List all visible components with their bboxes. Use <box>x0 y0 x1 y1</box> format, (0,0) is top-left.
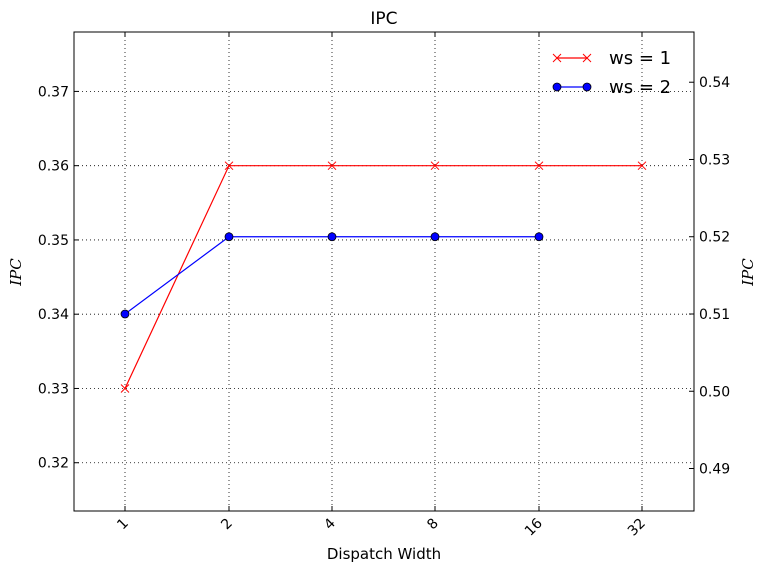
x-tick-label: 8 <box>424 516 442 534</box>
legend-marker-ws1 <box>582 53 592 63</box>
legend-marker-ws2 <box>582 82 592 92</box>
legend-marker-ws2 <box>552 82 562 92</box>
x-tick-label: 4 <box>321 515 339 533</box>
data-point-ws1-stroke <box>637 161 647 171</box>
x-tick-label: 2 <box>218 516 236 534</box>
data-point-ws1 <box>224 161 234 171</box>
x-axis-label: Dispatch Width <box>327 545 441 563</box>
data-point-ws1 <box>120 384 130 393</box>
data-point-ws1 <box>534 161 544 171</box>
y-tick-label-left: 0.37 <box>38 84 69 100</box>
data-point-ws2 <box>224 232 234 242</box>
y-tick-label-right: 0.54 <box>699 75 730 91</box>
data-point-ws1-stroke <box>120 384 130 393</box>
data-point-ws1-stroke <box>430 161 440 171</box>
x-tick-label: 16 <box>522 515 546 539</box>
x-tick-label: 32 <box>625 516 649 540</box>
x-tick-label: 1 <box>114 516 132 534</box>
y-tick-label-right: 0.53 <box>699 152 730 168</box>
chart-title: IPC <box>370 9 397 29</box>
data-point-ws1-stroke <box>534 161 544 171</box>
y-tick-label-right: 0.51 <box>699 307 730 323</box>
legend-marker-ws1 <box>552 53 562 63</box>
data-point-ws1 <box>430 161 440 171</box>
y-tick-label-right: 0.49 <box>699 462 730 478</box>
plot-frame <box>73 31 695 512</box>
y-tick-label-left: 0.34 <box>38 307 69 323</box>
y-tick-label-left: 0.33 <box>38 381 69 397</box>
data-point-ws2 <box>327 232 337 242</box>
legend-label-ws2: ws = 2 <box>609 77 671 98</box>
y-axis-label-left: IPC <box>7 258 25 287</box>
legend: ws = 1 ws = 2 <box>552 48 671 98</box>
y-tick-label-right: 0.50 <box>699 384 730 400</box>
data-point-ws1 <box>327 161 337 171</box>
y-tick-label-left: 0.36 <box>38 159 69 175</box>
y-axis-label-right: IPC <box>739 258 757 287</box>
y-tick-label-left: 0.35 <box>38 233 69 249</box>
grid <box>74 32 694 511</box>
data-point-ws2 <box>430 232 440 242</box>
data-point-ws1-stroke <box>224 161 234 171</box>
data-point-ws2 <box>120 309 130 319</box>
legend-marker-ws1-stroke <box>552 53 562 63</box>
data-point-ws1-stroke <box>327 161 337 171</box>
axes: 1 2 4 8 16 32 0.32 0.33 0.34 0.35 0.36 0.37 0.49 0.50… <box>38 32 730 539</box>
data-point-ws2 <box>534 232 544 242</box>
y-tick-label-left: 0.32 <box>38 456 69 472</box>
legend-marker-ws1-stroke <box>582 53 592 63</box>
legend-label-ws1: ws = 1 <box>609 48 671 69</box>
series-line-ws1 <box>124 165 642 389</box>
series-layer <box>120 161 647 393</box>
data-point-ws1 <box>637 161 647 171</box>
y-tick-label-right: 0.52 <box>699 230 730 246</box>
